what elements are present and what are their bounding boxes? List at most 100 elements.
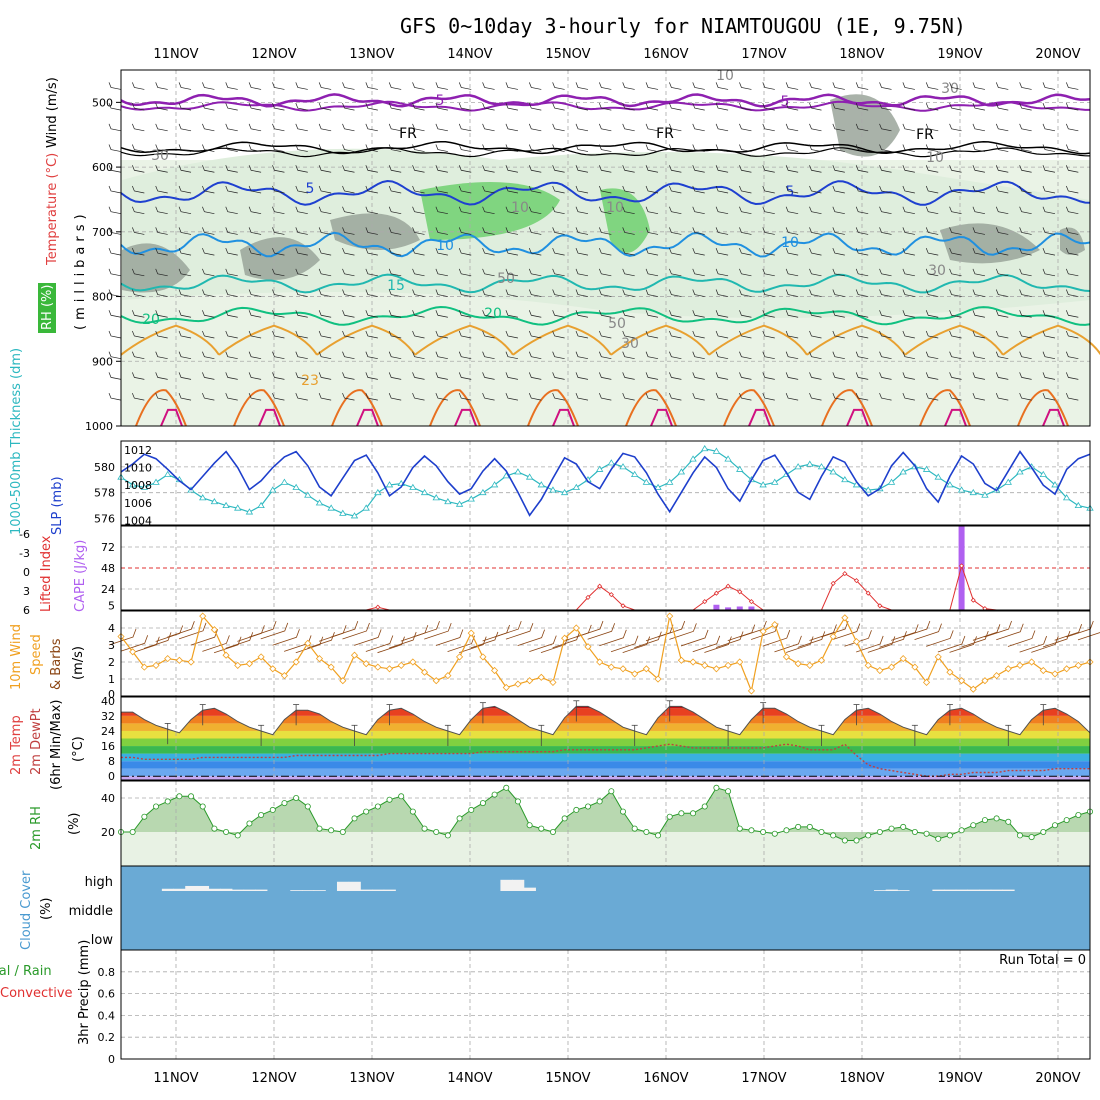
wind-barb xyxy=(108,185,122,194)
wind-barb xyxy=(505,185,519,194)
rh-point xyxy=(1051,822,1058,829)
rh-point xyxy=(736,825,743,832)
wind-barb xyxy=(902,310,915,318)
wind10-barb xyxy=(178,622,207,640)
wind10-label-4: (m/s) xyxy=(71,646,86,680)
wind10-barb xyxy=(972,624,1001,641)
wind-barb xyxy=(739,289,752,297)
wind-barb xyxy=(692,268,705,277)
wind10-barb xyxy=(307,632,335,649)
wind-barb xyxy=(435,227,448,235)
lifted-index-point xyxy=(725,583,731,589)
upper-temp-label: Temperature (°C) xyxy=(45,153,60,266)
wind-barb xyxy=(832,103,845,111)
rh-point xyxy=(129,829,136,836)
wind-barb xyxy=(318,103,332,111)
wind-barb xyxy=(575,247,589,256)
wind-barb xyxy=(762,206,775,215)
wind-barb xyxy=(318,247,332,256)
wind-barb xyxy=(575,268,589,277)
wind-barb xyxy=(178,372,192,380)
wind-barb xyxy=(855,372,869,380)
wind-barb xyxy=(412,289,425,297)
wind-barb xyxy=(482,185,495,194)
wind-speed-point xyxy=(491,666,499,675)
rh-point xyxy=(584,803,591,810)
wind-barb xyxy=(715,103,729,111)
wind-barb xyxy=(552,392,565,401)
wind-barb xyxy=(902,351,915,360)
rh-point xyxy=(748,827,755,834)
wind-barb xyxy=(762,289,775,297)
wind-barb xyxy=(575,82,589,90)
wind-barb xyxy=(528,247,542,256)
rh-point xyxy=(608,788,615,795)
wind10-barb xyxy=(143,632,172,649)
high-cloud-bar xyxy=(185,885,198,891)
rh-point xyxy=(643,829,650,836)
slp-tick-label: 1010 xyxy=(124,462,152,475)
wind-barb xyxy=(225,227,238,235)
wind-speed-point xyxy=(654,675,662,683)
wind-barb xyxy=(505,247,519,256)
thickness-point xyxy=(560,488,569,496)
temp-label-4: (°C) xyxy=(71,736,86,762)
wind-barb xyxy=(949,227,962,235)
wind-barb xyxy=(715,247,729,256)
wind-barb xyxy=(482,206,495,215)
wind-barb xyxy=(342,144,355,152)
wind-barb xyxy=(528,227,542,235)
wind-barb xyxy=(575,144,589,152)
wind-barb xyxy=(552,165,565,173)
precip-panel-frame xyxy=(120,949,1091,1060)
lifted-index-point xyxy=(877,603,883,609)
lifted-index-point xyxy=(830,580,836,586)
isotherm-35 xyxy=(160,408,183,427)
lifted-index-point xyxy=(970,597,976,603)
wind-barb xyxy=(972,351,985,360)
wind-barb xyxy=(692,103,705,111)
rh-blob xyxy=(1060,227,1085,255)
wind-barb xyxy=(645,330,659,339)
wind-speed-point xyxy=(140,663,148,671)
wind-barb xyxy=(925,103,939,111)
wind-barb xyxy=(155,330,168,339)
wind-barb xyxy=(762,310,775,318)
wind-barb xyxy=(272,310,285,318)
wind-speed-point xyxy=(339,677,347,685)
contour-label: 20 xyxy=(484,306,502,322)
lifted-index-point xyxy=(702,599,708,605)
thickness-point xyxy=(280,478,289,485)
temp-band xyxy=(121,715,1090,724)
wind-barb xyxy=(832,372,845,380)
thickness-point xyxy=(794,463,802,470)
wind10-barb xyxy=(762,629,791,647)
wind-barb xyxy=(785,310,799,318)
contour-label: 15 xyxy=(387,278,405,294)
wind-speed-point xyxy=(292,658,300,666)
wind10-barb xyxy=(1077,632,1100,641)
wind-barb xyxy=(202,268,215,277)
thickness-line xyxy=(120,448,1091,517)
wind10-barb xyxy=(937,635,966,653)
wind-barb xyxy=(855,206,869,215)
wind-barb xyxy=(879,103,892,111)
wind-barb xyxy=(762,123,775,132)
rh-blob xyxy=(940,223,1040,264)
wind-barb xyxy=(575,372,589,380)
wind-barb xyxy=(108,310,122,318)
wind-barb xyxy=(1019,103,1032,111)
wind-barb xyxy=(365,268,378,277)
wind-barb xyxy=(739,372,752,380)
wind-barb xyxy=(1019,206,1032,215)
cape-label: CAPE (J/kg) xyxy=(73,540,88,612)
wind-speed-point xyxy=(304,639,312,647)
precip-label-axis: 3hr Precip (mm) xyxy=(77,940,92,1045)
wind-barb xyxy=(458,247,472,256)
wind-barb xyxy=(505,206,519,215)
wind10-barb xyxy=(248,621,277,638)
wind-barb xyxy=(505,310,519,318)
wind-barb xyxy=(762,392,775,401)
thickness-point xyxy=(817,463,826,470)
wind-barb xyxy=(645,185,659,194)
